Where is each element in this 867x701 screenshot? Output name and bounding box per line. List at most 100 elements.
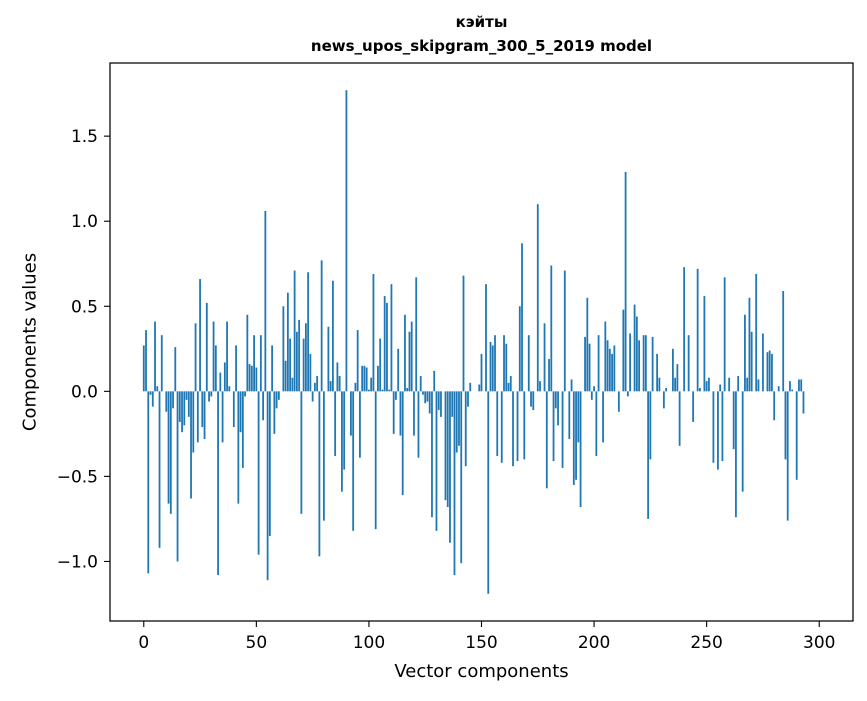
bar (199, 279, 201, 391)
bar (749, 298, 751, 392)
bar (575, 391, 577, 479)
y-axis-ticks: −1.0−0.50.00.51.01.5 (57, 127, 110, 572)
bar (235, 345, 237, 391)
bar (170, 391, 172, 513)
bar (697, 269, 699, 391)
bar (676, 364, 678, 391)
bar (591, 391, 593, 400)
bar (303, 339, 305, 392)
bar (282, 306, 284, 391)
bar (206, 303, 208, 391)
bar (192, 391, 194, 452)
bar (294, 271, 296, 392)
bar (658, 378, 660, 392)
bar (625, 172, 627, 391)
bar (622, 310, 624, 392)
bar (447, 391, 449, 507)
bar (312, 391, 314, 401)
bar (314, 383, 316, 392)
bar (492, 345, 494, 391)
bar (305, 323, 307, 391)
bar (249, 364, 251, 391)
bar (771, 354, 773, 391)
bar (787, 391, 789, 520)
bar (532, 391, 534, 410)
bar (341, 391, 343, 491)
bar (422, 391, 424, 394)
bar (785, 391, 787, 459)
bar (508, 383, 510, 392)
bar (517, 391, 519, 461)
bar (222, 391, 224, 442)
bar (798, 379, 800, 391)
bar (298, 320, 300, 391)
bar (271, 345, 273, 391)
bar (649, 391, 651, 459)
bar (361, 366, 363, 392)
bar (704, 296, 706, 391)
bar (645, 335, 647, 391)
x-tick-label: 100 (353, 633, 385, 653)
bar (494, 335, 496, 391)
bar (285, 361, 287, 392)
bar (352, 391, 354, 530)
x-tick-label: 200 (578, 633, 610, 653)
bar (309, 354, 311, 391)
bar (224, 362, 226, 391)
bar (190, 391, 192, 498)
bar (350, 391, 352, 435)
bar (463, 276, 465, 392)
bar (758, 379, 760, 391)
bar (370, 378, 372, 392)
bar (722, 391, 724, 461)
bar (503, 335, 505, 391)
bar (395, 391, 397, 400)
bar (145, 330, 147, 391)
bar (609, 349, 611, 392)
bar (323, 391, 325, 520)
bar (201, 391, 203, 427)
bar (276, 391, 278, 408)
x-tick-label: 300 (803, 633, 835, 653)
bar (424, 391, 426, 403)
bar (778, 386, 780, 391)
bar (242, 391, 244, 468)
bar (168, 391, 170, 503)
bars-layer (143, 90, 807, 594)
bar (404, 315, 406, 392)
bar (330, 381, 332, 391)
bar (291, 378, 293, 392)
bar (264, 211, 266, 391)
bar (528, 335, 530, 391)
bar (767, 352, 769, 391)
bar (373, 274, 375, 391)
bar (611, 354, 613, 391)
bar (568, 391, 570, 439)
bar (210, 391, 212, 396)
bar (724, 277, 726, 391)
bar (260, 335, 262, 391)
bar (505, 344, 507, 392)
bar (589, 344, 591, 392)
bar (366, 368, 368, 392)
bar (564, 271, 566, 392)
bar (388, 390, 390, 392)
bar (244, 391, 246, 396)
bar (553, 391, 555, 461)
bar (636, 316, 638, 391)
bar (420, 376, 422, 391)
bar (530, 391, 532, 406)
bar (604, 322, 606, 392)
bar (307, 272, 309, 391)
bar (627, 391, 629, 396)
bar (683, 267, 685, 391)
bar (663, 391, 665, 408)
bar (618, 391, 620, 411)
bar (629, 333, 631, 391)
bar (186, 391, 188, 400)
bar (733, 391, 735, 449)
bar (368, 390, 370, 392)
bar (746, 378, 748, 392)
bar (226, 322, 228, 392)
bar (233, 391, 235, 427)
